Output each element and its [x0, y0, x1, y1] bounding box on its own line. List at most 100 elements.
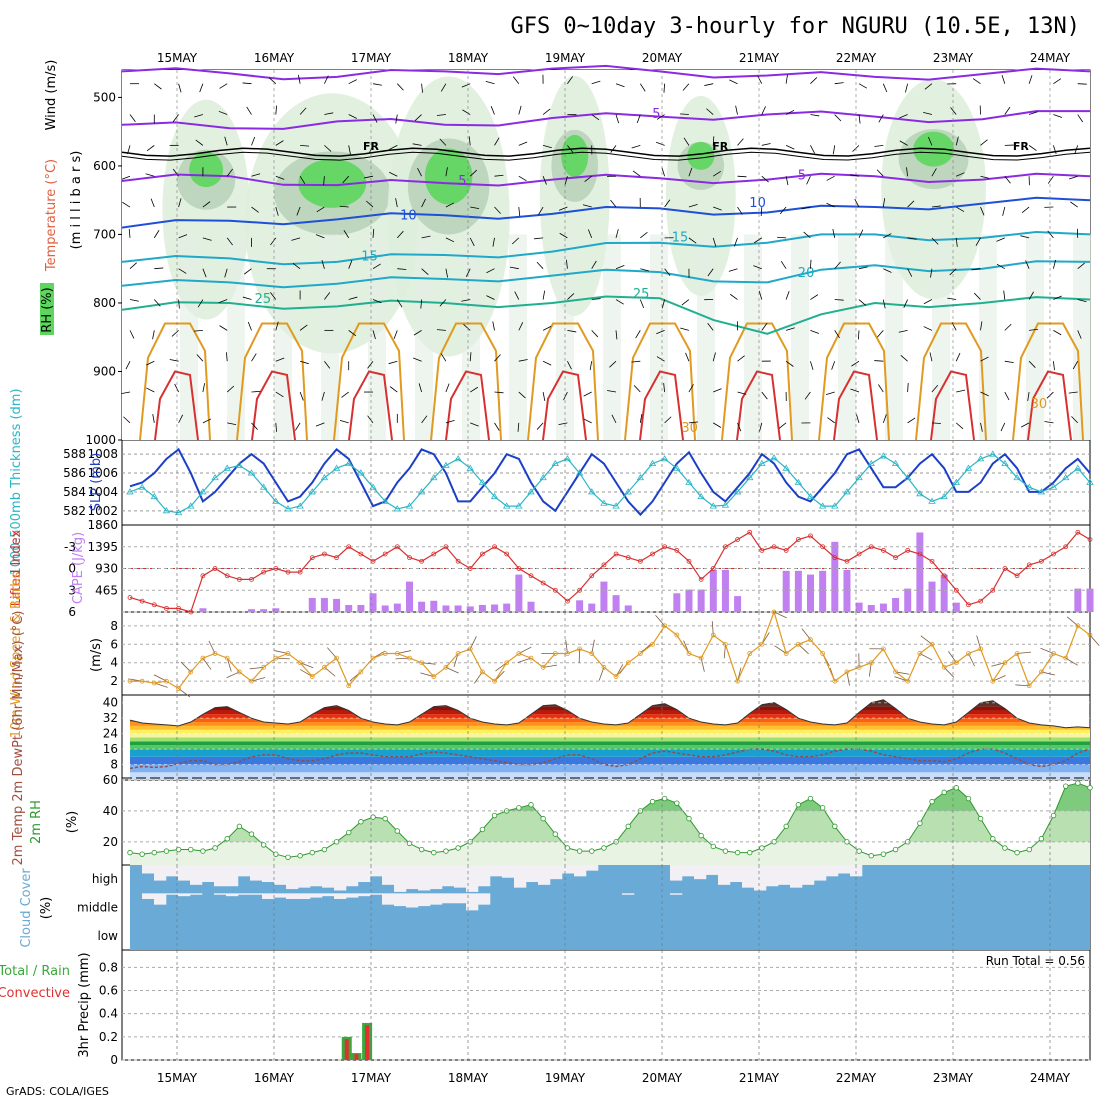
wind-barb	[469, 169, 478, 177]
rh-marker	[346, 829, 352, 836]
li-marker	[625, 555, 631, 561]
cape-bar	[442, 605, 450, 612]
rh-marker	[151, 849, 158, 856]
cloud-cell-high	[178, 865, 191, 881]
wind-barb	[1002, 206, 1006, 216]
cape-bar	[721, 569, 729, 612]
wind-barb	[494, 391, 504, 394]
wind-barb	[439, 138, 447, 146]
cape-ytick: 465	[95, 583, 118, 597]
rh-area-high	[687, 141, 715, 170]
thickness-marker	[478, 478, 487, 485]
li-marker	[905, 547, 911, 553]
cloud-cell-high	[382, 865, 395, 885]
wind-barb	[462, 109, 471, 115]
wind-barb	[858, 229, 864, 239]
wind-barb	[682, 83, 690, 91]
wind-barb	[858, 83, 867, 89]
wind-barb	[251, 422, 258, 430]
thickness-marker	[417, 488, 426, 495]
cloud-cell-high	[778, 865, 791, 885]
isotherm-label: 5	[652, 107, 660, 122]
wind-barb	[855, 414, 860, 423]
temp-band	[130, 745, 1090, 750]
wind-barb	[150, 198, 155, 208]
wind-barb	[832, 228, 836, 238]
wind-barb	[494, 174, 504, 177]
rh-band-mid	[130, 810, 1090, 842]
wind-barb	[760, 207, 763, 217]
wind-barb	[564, 176, 568, 186]
cloud-cell-middle	[226, 893, 239, 897]
precip-bar-conv	[354, 1054, 359, 1060]
wind-barb	[737, 422, 742, 432]
isotherm-5	[121, 172, 1091, 187]
thickness-marker	[746, 474, 754, 481]
wind-unit: (m/s)	[89, 638, 104, 672]
wind-barb	[955, 237, 958, 247]
li-marker	[771, 544, 777, 550]
cloud-cell-middle	[382, 893, 395, 905]
wind-barb	[397, 83, 404, 91]
day-label-top: 17MAY	[351, 51, 392, 65]
wind-barb	[1077, 330, 1082, 339]
thickness-marker	[235, 461, 244, 468]
wind-marker	[832, 678, 838, 684]
thickness-marker	[660, 455, 669, 462]
wind-barb	[858, 299, 867, 306]
isotherm-label: 30	[681, 421, 698, 436]
wind-barb	[810, 114, 820, 117]
rh-marker	[455, 845, 461, 851]
wind-barb	[300, 144, 310, 147]
wind-barb	[656, 141, 665, 146]
cloud-cell-middle	[322, 893, 335, 897]
cloud-cell-middle	[442, 893, 455, 904]
li-marker	[795, 537, 801, 542]
cloud-cell-high	[430, 865, 443, 890]
wind-marker	[127, 678, 133, 684]
wind-barb	[348, 79, 357, 85]
day-label-bottom: 17MAY	[351, 1071, 392, 1085]
wind-barb	[712, 237, 717, 247]
panel-frame-precip	[121, 949, 1091, 1061]
day-label-top: 20MAY	[642, 51, 683, 65]
thickness-marker	[709, 502, 717, 509]
isotherm-label: 10	[749, 196, 766, 211]
cloud-cell-high	[538, 865, 551, 885]
wind-barb	[178, 198, 182, 208]
cloud-cell-high	[250, 865, 263, 881]
upper-ytick: 500	[93, 90, 116, 104]
rh-marker	[516, 805, 522, 811]
thickness-marker	[600, 499, 608, 506]
li-marker	[601, 562, 607, 568]
thickness-marker	[442, 461, 450, 468]
thickness-marker	[940, 492, 948, 500]
wind-barb	[413, 357, 422, 362]
thickness-marker	[223, 464, 231, 471]
wind-marker	[394, 651, 400, 656]
temp-ytick: 32	[103, 711, 118, 725]
wind-barb	[1027, 391, 1030, 401]
wind-barb	[737, 138, 744, 146]
slp-ytick: 1006	[87, 466, 118, 480]
li-marker	[613, 551, 619, 557]
precip-ytick: 0.2	[99, 1030, 118, 1044]
wind-barb	[810, 361, 814, 370]
wind-barb	[712, 170, 721, 177]
wind-barb	[542, 290, 546, 300]
thickness-marker	[952, 478, 961, 485]
rh-marker	[698, 832, 704, 839]
wind-barb	[980, 356, 989, 362]
cape-ytick: 930	[95, 562, 118, 576]
temp-band	[130, 737, 1090, 742]
wind-marker	[1051, 651, 1056, 656]
wind-barb	[582, 204, 592, 208]
rh-marker	[540, 815, 546, 822]
wind-marker	[1087, 632, 1093, 638]
rh-marker	[163, 848, 170, 854]
wind-barb	[951, 322, 957, 331]
cloud-cell-middle	[262, 893, 275, 899]
wind-marker	[212, 651, 218, 656]
li-marker	[1063, 544, 1069, 550]
wind-barb	[980, 139, 988, 146]
